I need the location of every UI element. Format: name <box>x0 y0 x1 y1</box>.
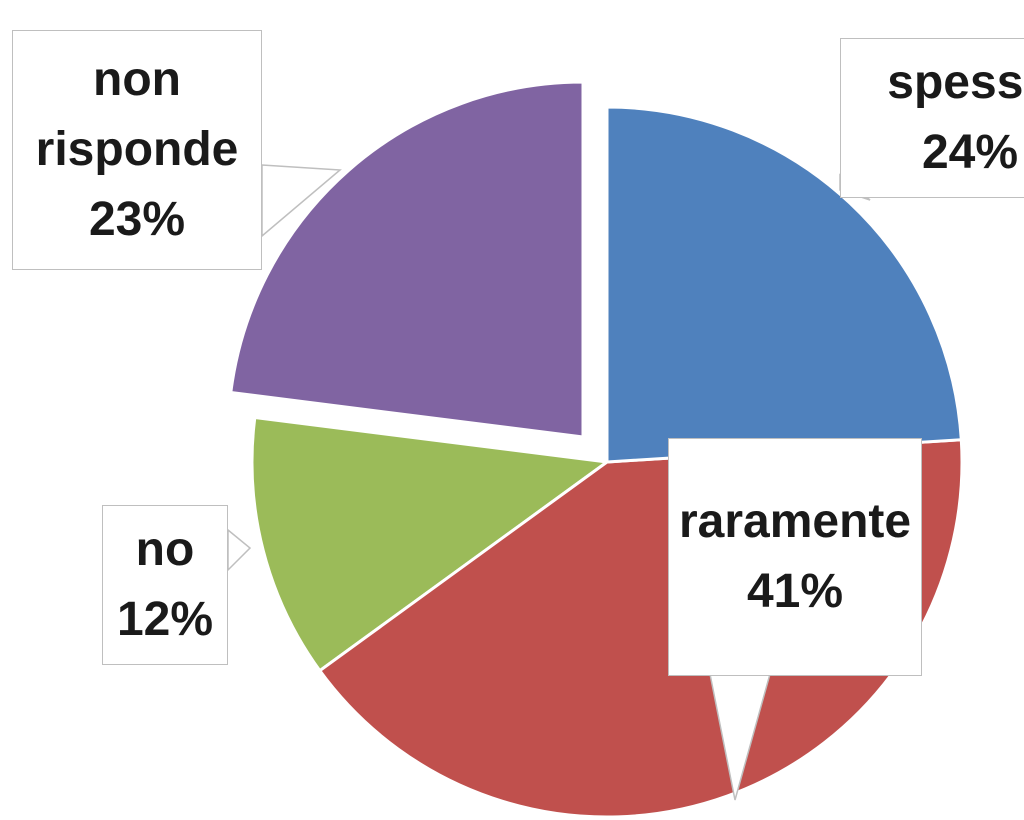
label-name: non risponde <box>35 53 239 176</box>
label-value: 23% <box>88 193 186 246</box>
label-value: 24% <box>921 126 1019 179</box>
data-label: no 12% <box>102 505 228 665</box>
data-label: spesso 24% <box>840 38 1024 198</box>
label-name: no <box>135 523 195 576</box>
callout-pointer <box>261 164 342 238</box>
data-label: raramente 41% <box>668 438 922 676</box>
data-label: non risponde 23% <box>12 30 262 270</box>
label-value: 12% <box>116 593 214 646</box>
callout-pointer <box>227 528 252 572</box>
label-value: 41% <box>746 565 844 618</box>
label-name: raramente <box>678 495 912 548</box>
pie-slice <box>605 105 963 464</box>
pie-slice <box>250 415 611 673</box>
label-name: spesso <box>887 56 1024 109</box>
pie-slice <box>229 80 585 439</box>
